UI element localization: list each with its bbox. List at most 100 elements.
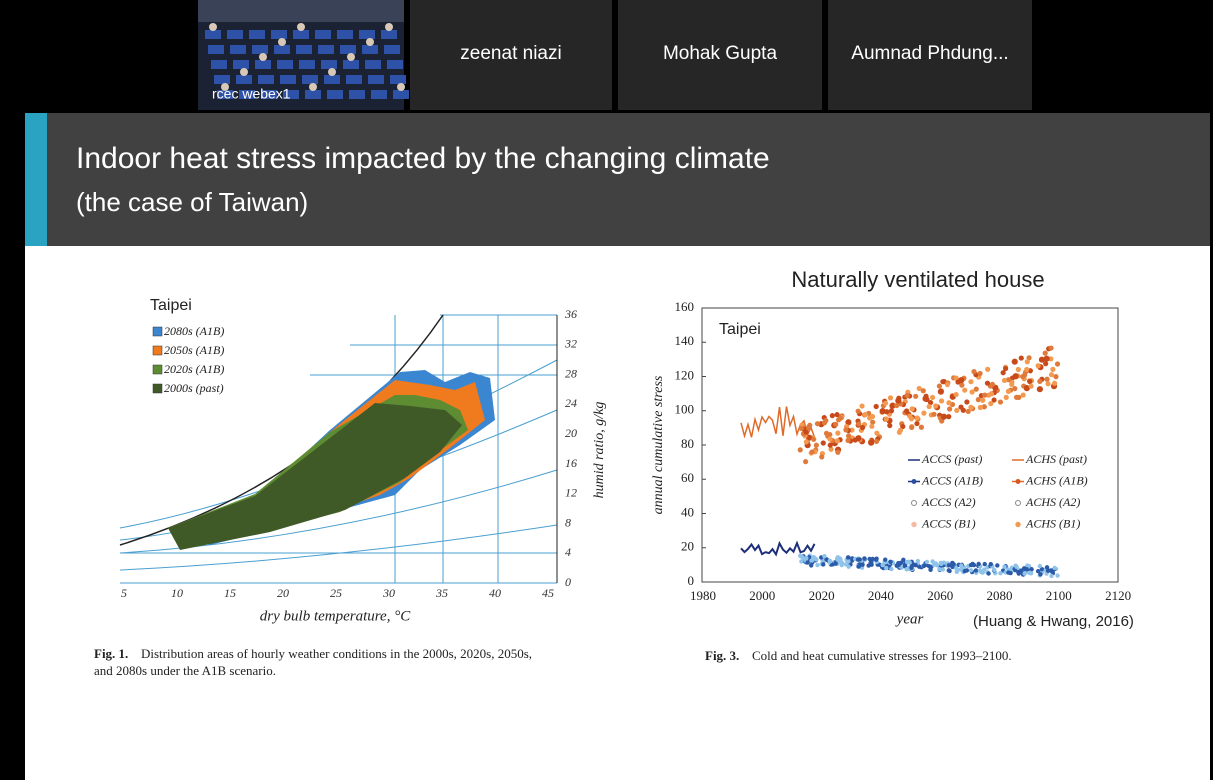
seat <box>343 60 359 69</box>
cold-point <box>828 559 833 564</box>
heat-point <box>1043 361 1049 367</box>
heat-point <box>903 408 910 414</box>
heat-point <box>837 415 844 421</box>
legend-swatch <box>152 383 163 394</box>
heat-point <box>913 393 919 399</box>
cold-point <box>1028 571 1034 576</box>
heat-point <box>895 397 902 404</box>
seat <box>393 90 409 99</box>
cold-point <box>860 562 865 567</box>
cold-point <box>873 557 879 562</box>
heat-point <box>1024 359 1030 365</box>
heat-point <box>882 400 889 406</box>
heat-point <box>1045 381 1051 387</box>
heat-point <box>1009 375 1016 381</box>
heat-point <box>971 368 977 375</box>
seat <box>283 90 299 99</box>
cold-point <box>846 559 851 564</box>
axis-label: humid ratio, g/kg <box>592 402 607 499</box>
cold-point <box>846 564 851 569</box>
cold-point <box>1029 567 1034 572</box>
cold-point <box>946 568 951 573</box>
seat <box>205 30 221 39</box>
heat-point <box>954 407 960 413</box>
participant-tile[interactable] <box>618 0 822 110</box>
x-tick-label: 2060 <box>927 588 953 603</box>
heat-point <box>1043 355 1050 362</box>
seat <box>305 90 321 99</box>
heat-point <box>1003 365 1009 372</box>
cold-point <box>964 568 970 573</box>
seat <box>249 30 265 39</box>
y-tick-label: 40 <box>681 504 694 519</box>
cold-point <box>988 561 993 567</box>
heat-point <box>988 391 995 397</box>
person <box>328 68 336 76</box>
past-cold-line <box>740 540 816 557</box>
heat-point <box>894 402 900 409</box>
seat <box>252 45 268 54</box>
heat-point <box>827 431 833 438</box>
heat-point <box>814 421 821 427</box>
heat-point <box>1018 355 1024 361</box>
caption-label: Fig. 1. <box>94 646 128 661</box>
heat-point <box>981 404 987 410</box>
cold-point <box>1038 572 1043 577</box>
cold-point <box>799 559 804 564</box>
legend: ACCS (past) ACHS (past) ACCS (A1B) ACHS (A1… <box>908 452 1088 530</box>
participant-tile[interactable] <box>410 0 612 110</box>
cold-point <box>913 563 918 568</box>
y-tick-label: 12 <box>565 486 577 500</box>
heat-point <box>845 437 851 444</box>
legend-label: ACCS (A2) <box>921 495 976 509</box>
x-tick-label: 2040 <box>868 588 894 603</box>
heat-point <box>929 394 936 401</box>
heat-point <box>821 420 828 426</box>
heat-point <box>907 413 913 419</box>
wall <box>198 0 404 22</box>
heat-point <box>965 408 971 415</box>
seat <box>296 45 312 54</box>
legend-label: ACHS (A1B) <box>1025 473 1088 487</box>
seat <box>233 60 249 69</box>
heat-point <box>828 446 834 452</box>
heat-point <box>1027 378 1033 385</box>
participant-tile[interactable] <box>828 0 1032 110</box>
heat-point <box>1022 372 1028 378</box>
y-tick-label: 120 <box>675 367 695 382</box>
y-tick-label: 140 <box>675 333 695 348</box>
person <box>397 83 405 91</box>
cold-point <box>917 564 922 569</box>
legend-marker <box>911 500 917 506</box>
accent-bar <box>25 113 47 246</box>
heat-point <box>958 404 964 410</box>
figure-label: Taipei <box>150 297 192 314</box>
y-tick-label: 0 <box>565 575 571 589</box>
heat-point <box>947 406 953 412</box>
heat-point <box>1037 378 1043 384</box>
tile-name: Aumnad Phdung... <box>851 43 1008 64</box>
x-tick-label: 1980 <box>690 588 716 603</box>
heat-point <box>797 447 803 453</box>
heat-point <box>921 410 927 416</box>
heat-point <box>933 403 939 409</box>
y-tick-label: 20 <box>681 539 694 554</box>
cold-point <box>805 560 810 565</box>
heat-point <box>883 416 889 422</box>
y-tick-label: 36 <box>564 307 577 321</box>
cold-point <box>971 562 977 568</box>
stress-figure: Naturally ventilated house Taipei ACCS (… <box>651 267 1134 663</box>
person <box>221 83 229 91</box>
seat <box>365 60 381 69</box>
heat-point <box>1053 374 1059 380</box>
heat-point <box>1054 361 1061 367</box>
x-tick-label: 2020 <box>809 588 835 603</box>
heat-point <box>809 449 815 455</box>
heat-point <box>953 391 959 398</box>
heat-point <box>968 379 974 385</box>
x-tick-label: 25 <box>330 586 342 600</box>
heat-point <box>835 449 841 455</box>
x-tick-label: 40 <box>489 586 501 600</box>
y-tick-label: 20 <box>565 426 577 440</box>
heat-point <box>980 397 986 403</box>
